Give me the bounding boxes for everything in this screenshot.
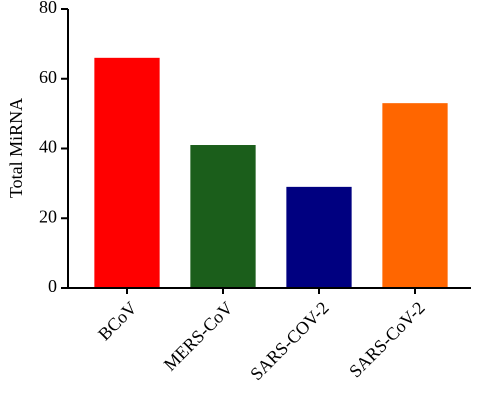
y-tick-label: 20 bbox=[39, 206, 57, 226]
y-tick-label: 80 bbox=[39, 0, 57, 17]
x-tick-label: BCoV bbox=[94, 298, 141, 345]
bar bbox=[190, 145, 256, 288]
bar bbox=[286, 186, 352, 288]
x-tick-label: SARS-COV-2 bbox=[246, 298, 333, 385]
x-tick-label: MERS-CoV bbox=[160, 298, 237, 375]
bar bbox=[94, 57, 160, 289]
y-tick-label: 40 bbox=[39, 137, 57, 157]
y-axis-label: Total MiRNA bbox=[6, 98, 26, 198]
y-tick-label: 0 bbox=[48, 276, 57, 296]
bar bbox=[382, 103, 448, 288]
x-tick-label: SARS-CoV-2 bbox=[345, 298, 429, 382]
y-tick-label: 60 bbox=[39, 67, 57, 87]
